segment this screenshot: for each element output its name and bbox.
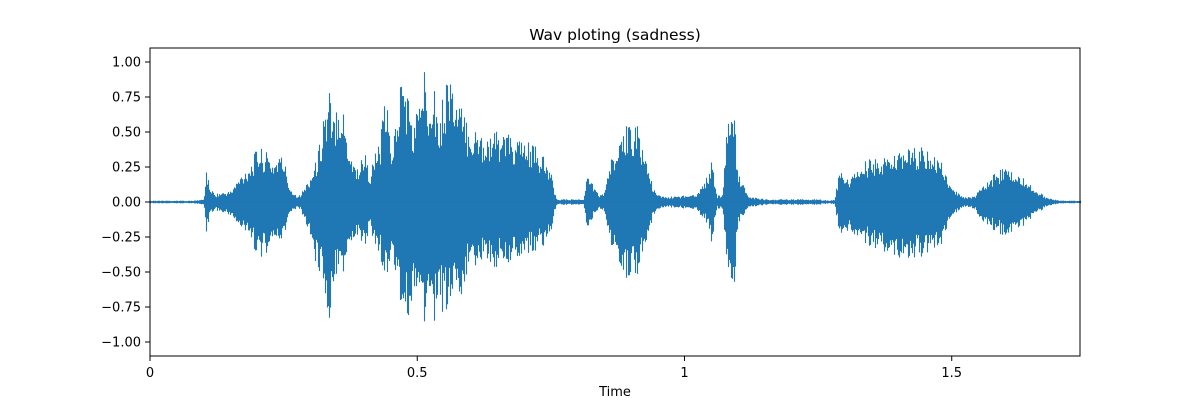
series-layer (149, 72, 1082, 322)
y-tick-label: 0.00 (112, 196, 141, 211)
x-tick-label: 1 (680, 366, 688, 381)
y-tick-label: 0.25 (112, 161, 141, 176)
x-tick-label: 0.5 (407, 366, 428, 381)
chart-title: Wav ploting (sadness) (529, 26, 701, 44)
y-tick-label: 0.50 (112, 126, 141, 141)
y-tick-label: −0.25 (101, 231, 141, 246)
y-tick-label: 0.75 (112, 91, 141, 106)
x-tick-label: 0 (146, 366, 154, 381)
y-tick-label: −0.75 (101, 301, 141, 316)
x-axis-label: Time (598, 385, 631, 400)
y-tick-label: −0.50 (101, 266, 141, 281)
y-tick-label: 1.00 (112, 56, 141, 71)
x-axis: 0 0.5 1 1.5 (146, 356, 962, 381)
y-axis: 1.00 0.75 0.50 0.25 0.00 −0.25 −0.50 −0.75 −1.00 (101, 56, 150, 351)
waveform-series-0 (149, 72, 1082, 322)
y-tick-label: −1.00 (101, 336, 141, 351)
x-tick-label: 1.5 (941, 366, 962, 381)
